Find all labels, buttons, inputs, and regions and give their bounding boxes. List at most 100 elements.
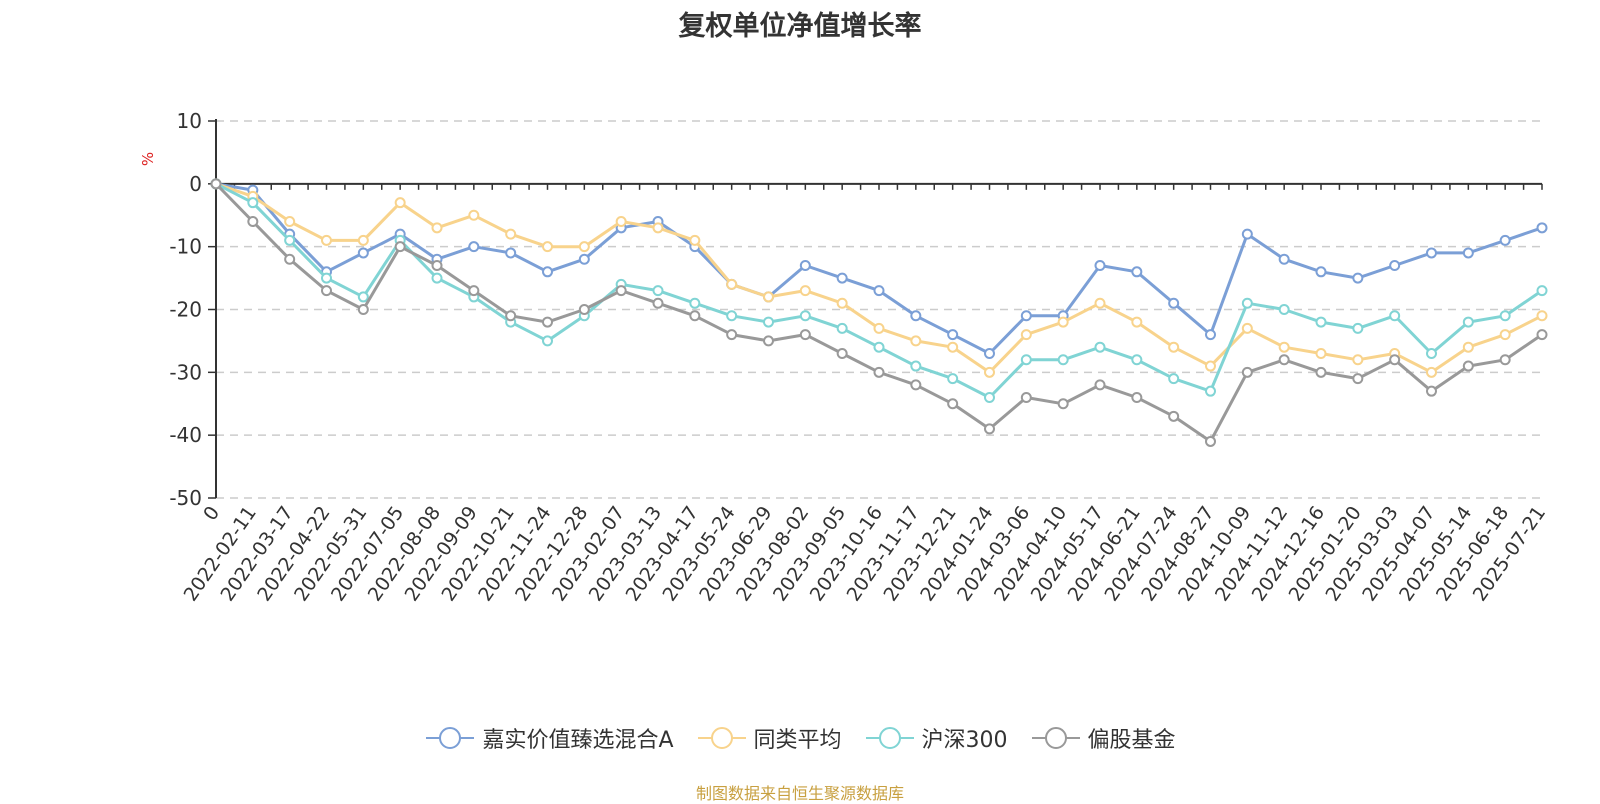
series-2-point-4 [357, 291, 369, 303]
series-1-point-16 [799, 285, 811, 297]
series-2-point-34 [1462, 316, 1474, 328]
series-1-point-11 [615, 216, 627, 228]
series-1-point-10 [578, 241, 590, 253]
series-2-point-29 [1278, 304, 1290, 315]
series-2-point-1 [247, 197, 259, 209]
series-0-point-32 [1389, 260, 1401, 272]
series-2-point-27 [1205, 385, 1216, 397]
series-3-point-29 [1278, 354, 1290, 366]
series-1-point-18 [873, 322, 885, 334]
series-3-point-21 [984, 423, 995, 435]
series-1-point-27 [1205, 360, 1216, 372]
series-2-point-26 [1168, 373, 1180, 385]
series-0-point-19 [910, 310, 922, 322]
series-3-point-23 [1057, 398, 1069, 410]
series-3-point-10 [578, 304, 590, 315]
series-2-point-12 [652, 285, 664, 297]
series-0-point-18 [873, 285, 885, 297]
series-1-point-19 [910, 335, 922, 347]
series-3-point-8 [505, 310, 517, 322]
legend-item-0[interactable]: 嘉实价值臻选混合A [424, 722, 674, 754]
series-3-point-5 [394, 241, 406, 253]
series-3-point-7 [468, 285, 480, 297]
series-1-point-31 [1352, 354, 1364, 366]
series-1-point-8 [505, 228, 517, 240]
series-2-point-36 [1536, 285, 1548, 297]
series-3-point-18 [873, 366, 885, 378]
series-2-point-25 [1131, 354, 1143, 366]
data-source-note: 制图数据来自恒生聚源数据库 [695, 784, 904, 803]
series-2-point-33 [1426, 347, 1437, 359]
legend-swatch-2 [865, 727, 914, 749]
legend-swatch-marker-1 [710, 727, 733, 749]
series-1-point-3 [321, 234, 332, 246]
legend-swatch-marker-3 [1044, 727, 1067, 749]
series-3-point-2 [284, 253, 296, 265]
legend-item-2[interactable]: 沪深300 [864, 722, 1008, 754]
series-0-point-27 [1205, 329, 1216, 341]
series-1-point-28 [1241, 322, 1253, 334]
series-3-point-3 [321, 285, 332, 297]
series-0-point-34 [1462, 247, 1474, 259]
series-0-point-7 [468, 241, 480, 253]
y-tick-label-3: -20 [169, 298, 202, 322]
series-1-point-21 [984, 366, 995, 378]
series-3-point-28 [1241, 366, 1253, 378]
series-1-point-15 [763, 291, 774, 303]
series-3-point-0 [210, 178, 222, 190]
series-0-point-20 [947, 329, 959, 341]
series-1-point-9 [542, 241, 553, 253]
legend-label-3: 偏股基金 [1087, 728, 1176, 753]
series-0-point-22 [1020, 310, 1032, 322]
series-2-point-13 [689, 297, 701, 309]
legend-label-1: 同类平均 [753, 728, 842, 753]
series-1-point-35 [1499, 329, 1511, 341]
y-tick-label-0: 10 [177, 109, 202, 133]
legend-swatch-0 [426, 727, 475, 749]
series-3-point-36 [1536, 329, 1548, 341]
series-1-point-20 [947, 341, 959, 353]
series-0-point-21 [984, 347, 995, 359]
series-3-point-16 [799, 329, 811, 341]
series-2-point-2 [284, 234, 296, 246]
series-3-point-34 [1462, 360, 1474, 372]
series-3-point-26 [1168, 410, 1180, 422]
series-1-point-23 [1057, 316, 1069, 328]
series-2-point-23 [1057, 354, 1069, 366]
series-3-point-20 [947, 398, 959, 410]
series-2-point-20 [947, 373, 959, 385]
series-1-point-26 [1168, 341, 1180, 353]
series-3-point-24 [1094, 379, 1106, 391]
series-1-point-7 [468, 209, 480, 221]
series-3-point-12 [652, 297, 664, 309]
series-2-point-15 [763, 316, 774, 328]
legend-item-1[interactable]: 同类平均 [696, 722, 842, 754]
series-2-point-30 [1315, 316, 1327, 328]
legend-swatch-marker-2 [878, 727, 901, 749]
series-0-point-29 [1278, 253, 1290, 265]
y-tick-label-5: -40 [169, 423, 202, 447]
series-2-point-31 [1352, 322, 1364, 334]
series-1-point-30 [1315, 347, 1327, 359]
series-1-point-12 [652, 222, 664, 234]
series-2-point-3 [321, 272, 332, 284]
series-1-point-17 [836, 297, 848, 309]
series-1-point-2 [284, 216, 296, 228]
series-0-point-31 [1352, 272, 1364, 284]
series-3-point-1 [247, 216, 259, 228]
series-1-point-14 [726, 278, 738, 290]
series-3-point-6 [431, 260, 443, 272]
series-2-point-17 [836, 322, 848, 334]
legend-item-3[interactable]: 偏股基金 [1030, 722, 1176, 754]
series-3-point-22 [1020, 391, 1032, 403]
series-3-point-31 [1352, 373, 1364, 385]
series-3-point-11 [615, 285, 627, 297]
series-0-point-4 [357, 247, 369, 259]
series-1-point-22 [1020, 329, 1032, 341]
series-3-point-30 [1315, 366, 1327, 378]
series-2-point-6 [431, 272, 443, 284]
series-1-point-29 [1278, 341, 1290, 353]
legend-label-0: 嘉实价值臻选混合A [482, 728, 674, 753]
chart-title: 复权单位净值增长率 [678, 11, 922, 42]
series-3-point-19 [910, 379, 922, 391]
